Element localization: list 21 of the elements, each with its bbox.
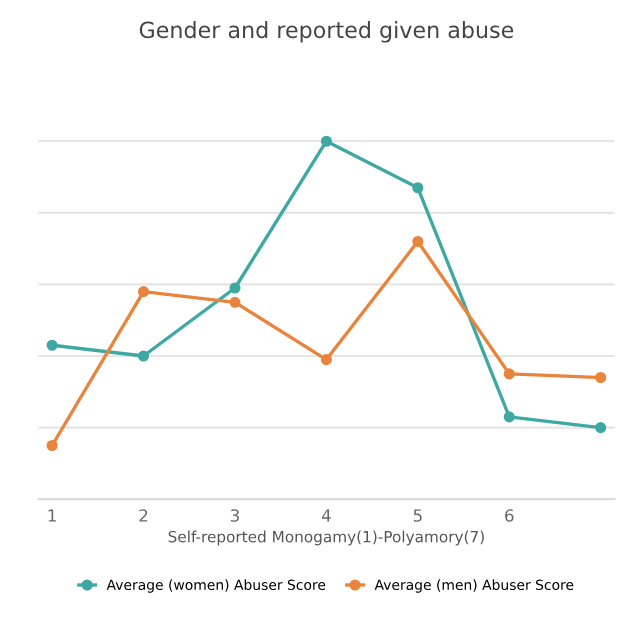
point [229,282,241,294]
point [503,368,515,380]
point [320,354,332,366]
x-tick-label: 1 [48,509,56,522]
point [595,371,607,384]
x-tick-label: 3 [230,509,239,522]
point [137,286,150,298]
point [412,235,424,248]
point [137,350,150,362]
point [412,182,424,194]
point [229,296,241,308]
x-tick-label: 4 [321,509,331,522]
point [320,135,332,147]
x-tick-label: 5 [413,509,422,522]
point [503,411,515,423]
x-tick-label: 6 [505,509,514,522]
point [46,439,58,452]
x-tick-label: 2 [139,509,148,522]
chart-title: Gender and reported given abuse [139,21,514,43]
point [46,339,58,351]
point [595,422,607,434]
